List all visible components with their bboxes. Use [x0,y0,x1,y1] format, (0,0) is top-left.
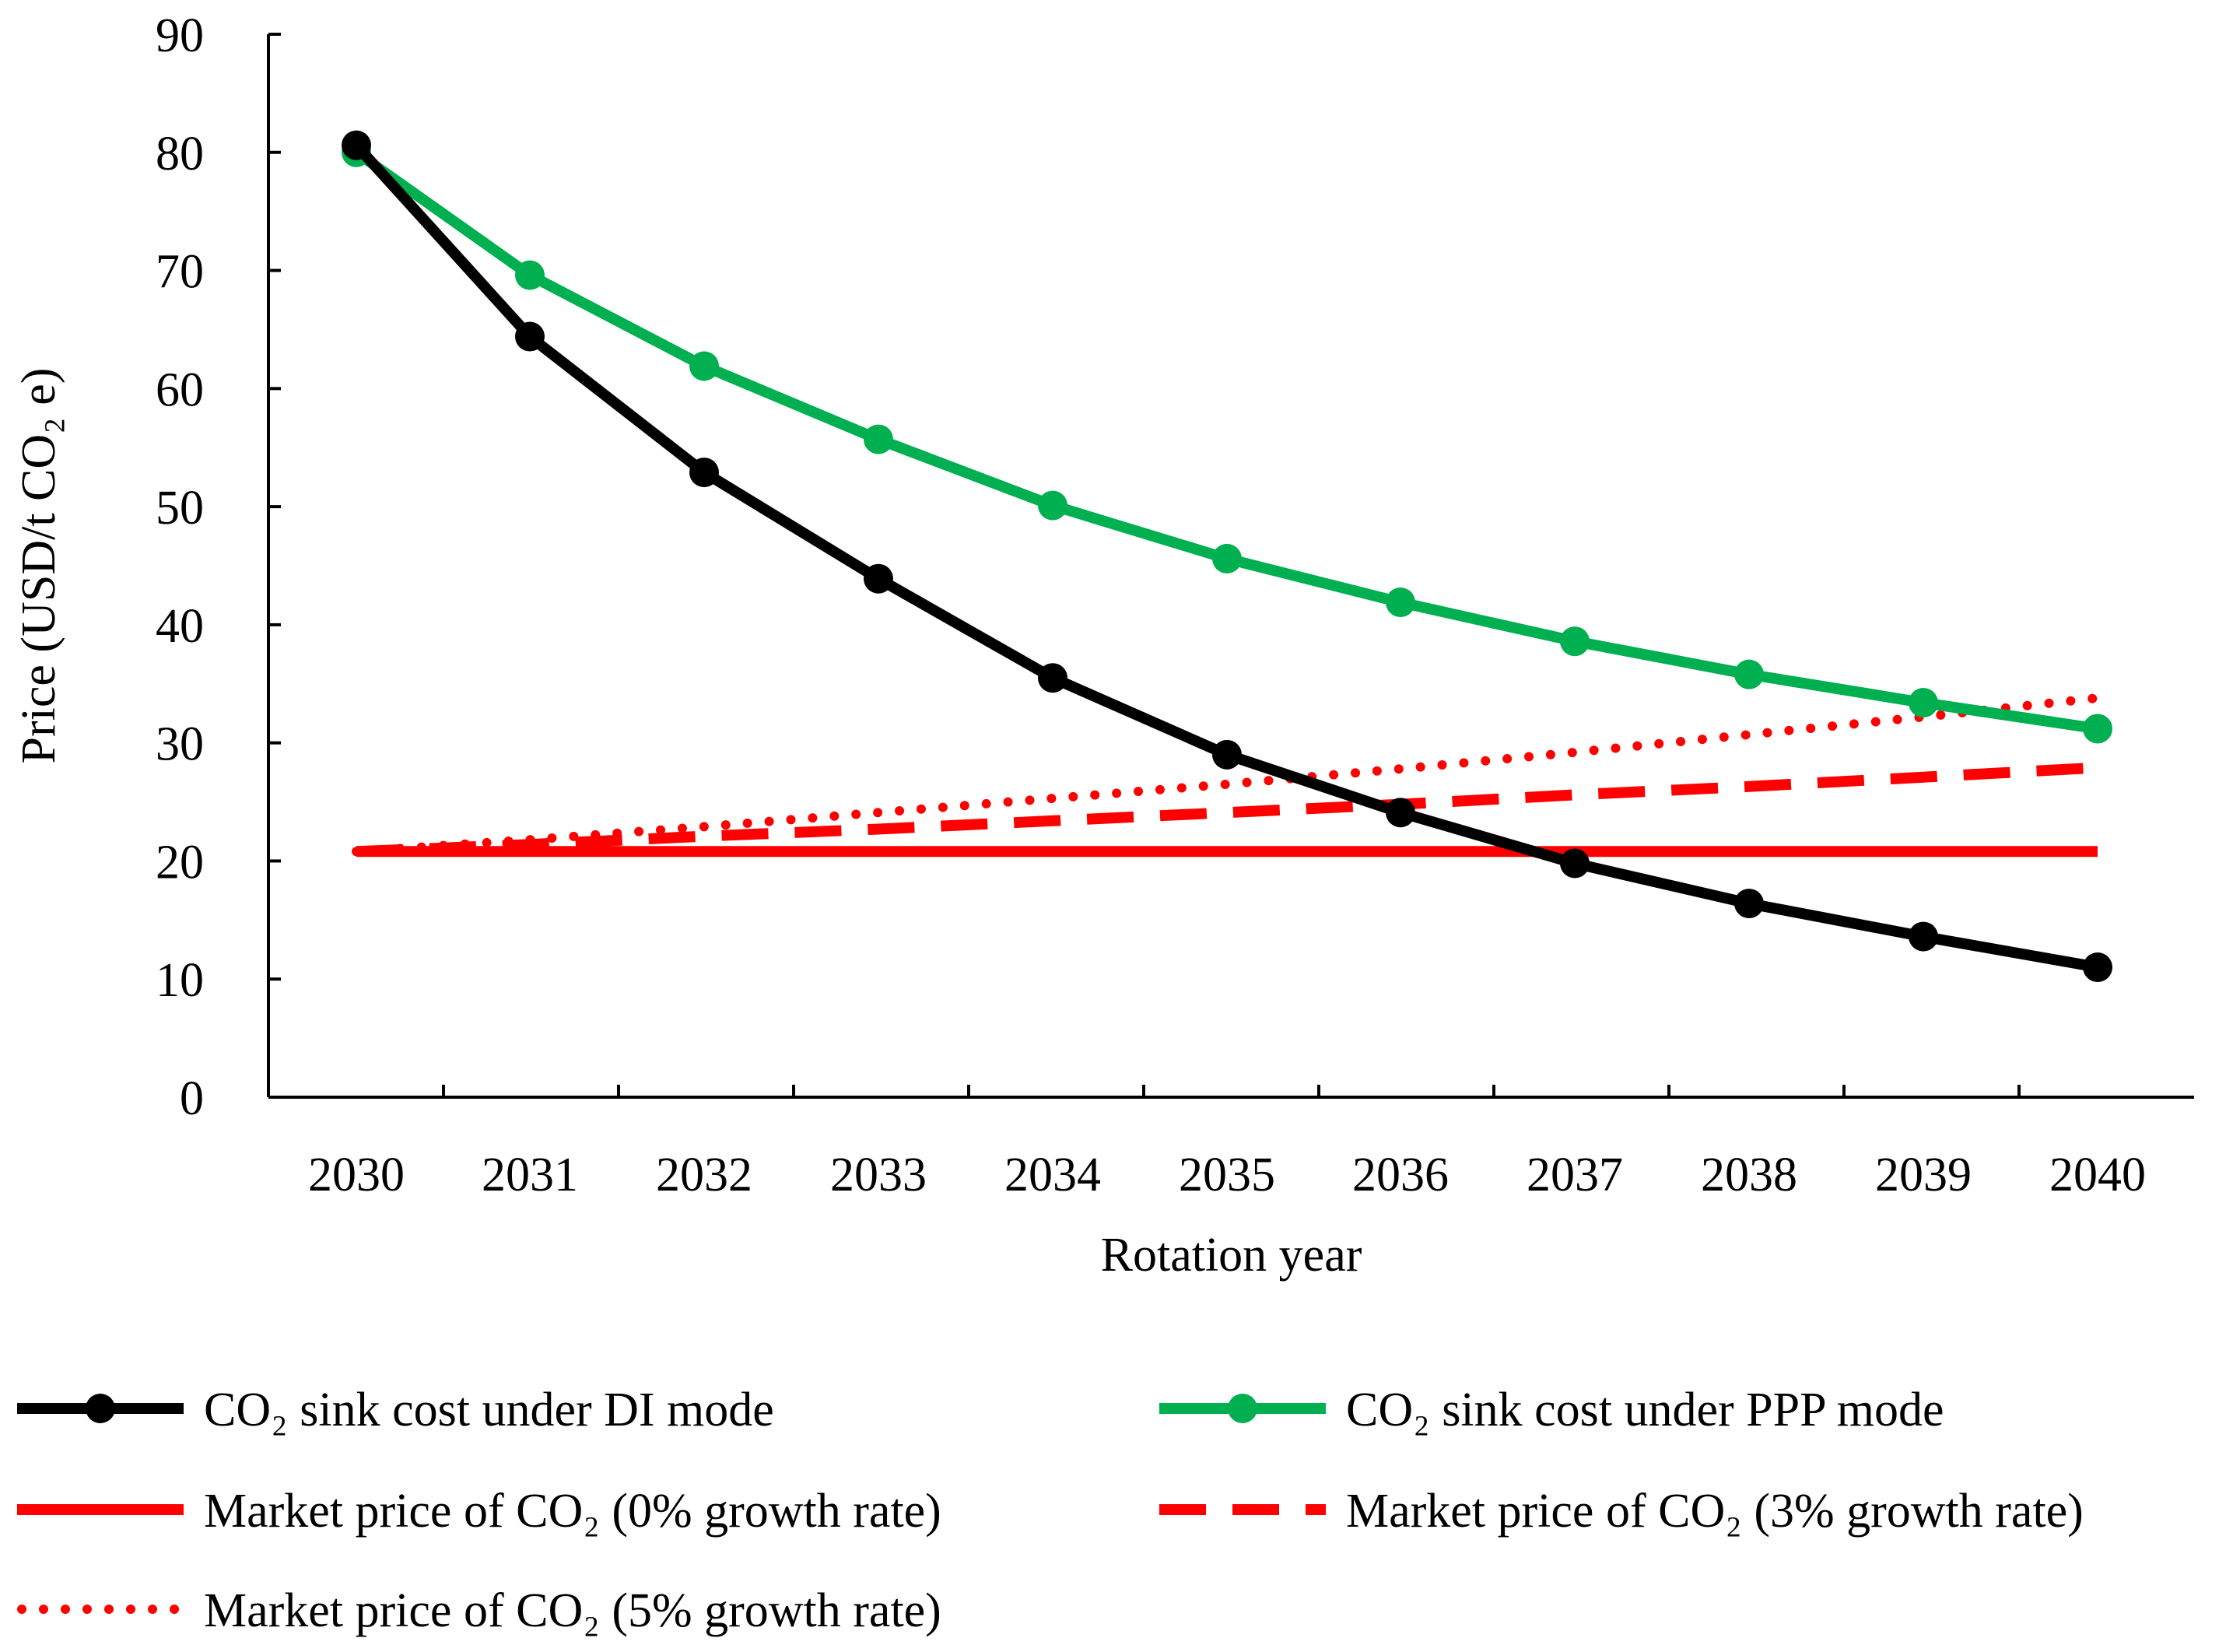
data-point [515,260,545,290]
data-point [1560,848,1590,879]
legend-item: Market price of CO₂ (3% growth rate) [1159,1485,2084,1538]
x-tick-label: 2039 [1875,1149,1972,1201]
y-tick-label: 40 [156,600,204,653]
legend-marker [1228,1394,1257,1423]
series-group [342,130,2112,983]
y-tick-label: 90 [156,9,204,62]
x-axis-label: Rotation year [1101,1229,1362,1282]
y-tick-label: 60 [156,363,204,416]
data-point [1386,587,1415,618]
data-point [1560,626,1590,657]
data-point [2083,714,2112,744]
y-tick-label: 50 [156,482,204,535]
x-tick-label: 2036 [1352,1149,1449,1201]
data-point [864,424,893,454]
legend-label: Market price of CO₂ (3% growth rate) [1346,1485,2084,1538]
data-point [1212,739,1242,770]
y-tick-label: 70 [156,246,204,299]
legend-item: CO₂ sink cost under PPP mode [1159,1384,1944,1436]
data-point [1386,798,1415,828]
series-1 [342,130,2112,983]
legend-label: CO₂ sink cost under DI mode [204,1384,774,1436]
legend-label: CO₂ sink cost under PPP mode [1346,1384,1944,1436]
y-axis-label: Price (USD/t CO₂ e) [12,368,65,764]
legend-item: Market price of CO₂ (0% growth rate) [17,1485,941,1538]
legend-label: Market price of CO₂ (0% growth rate) [204,1485,941,1538]
y-axis-ticks: 0 10 20 30 40 50 60 70 80 90 [156,9,281,1125]
y-tick-label: 20 [156,836,204,889]
data-point [1734,889,1764,919]
x-tick-label: 2032 [656,1149,752,1201]
data-point [515,321,545,352]
x-tick-label: 2031 [482,1149,578,1201]
y-tick-label: 80 [156,128,204,181]
axes [267,34,2194,1099]
y-tick-label: 0 [180,1072,204,1125]
legend: CO₂ sink cost under DI mode CO₂ sink cost… [17,1384,2084,1637]
data-point [2083,952,2112,983]
legend-label: Market price of CO₂ (5% growth rate) [204,1584,941,1637]
data-point [342,130,371,160]
data-point [1909,688,1938,718]
x-axis-ticks: 2030 2031 2032 2033 2034 2035 2036 2037 2038 2039… [308,1085,2146,1201]
x-tick-label: 2035 [1179,1149,1275,1201]
data-point [689,458,719,488]
data-point [1909,921,1938,952]
data-point [1212,543,1242,573]
data-point [1038,663,1067,693]
x-tick-label: 2030 [308,1149,405,1201]
x-tick-label: 2033 [830,1149,927,1201]
x-tick-label: 2038 [1701,1149,1797,1201]
x-tick-label: 2034 [1004,1149,1101,1201]
x-tick-label: 2040 [2049,1149,2146,1201]
series-5 [352,693,2102,857]
series-2 [342,137,2112,744]
legend-item: Market price of CO₂ (5% growth rate) [17,1584,941,1637]
data-point [864,563,893,594]
legend-item: CO₂ sink cost under DI mode [17,1384,774,1436]
data-point [689,351,719,381]
y-tick-label: 30 [156,718,204,771]
legend-marker [86,1394,115,1423]
x-tick-label: 2037 [1527,1149,1623,1201]
series-line [352,148,2099,735]
data-point [1038,490,1067,521]
data-point [1734,659,1764,689]
y-tick-label: 10 [156,954,204,1007]
series-line [352,693,2102,857]
